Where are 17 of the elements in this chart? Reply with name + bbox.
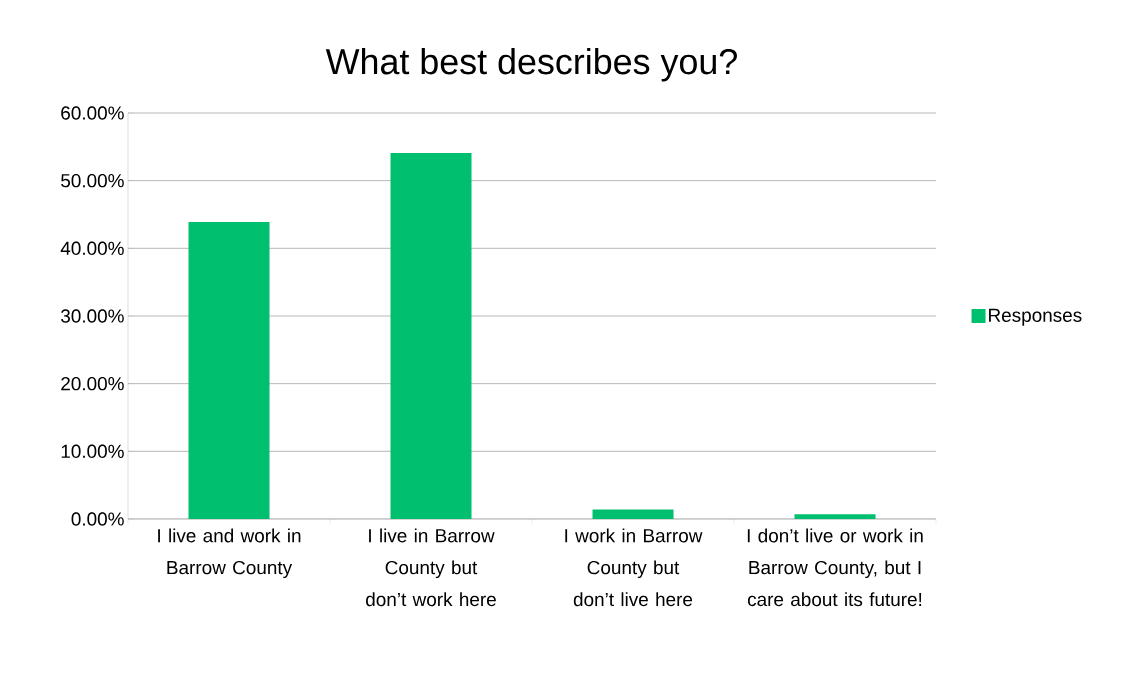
y-tick-label: 50.00% <box>61 173 124 188</box>
y-tick-label: 10.00% <box>61 444 124 459</box>
y-tick-label: 40.00% <box>60 241 124 256</box>
x-tick-label: I live and work in Barrow County <box>158 528 301 579</box>
legend-label: Responses <box>989 308 1082 326</box>
x-tick-label: I work in Barrow County but don’t live here <box>565 528 703 607</box>
chart-title: What best describes you? <box>325 48 737 82</box>
bar <box>188 221 270 519</box>
x-tick-label: I live in Barrow County but don’t work here <box>366 528 496 607</box>
y-tick-label: 30.00% <box>61 309 124 323</box>
bar <box>390 152 472 519</box>
y-tick-label: 60.00% <box>61 106 124 120</box>
y-tick-label: 0.00% <box>71 512 124 526</box>
y-tick-label: 20.00% <box>61 376 124 391</box>
bar <box>794 514 876 519</box>
x-tick-label: I don’t live or work in Barrow County, but I care about its future! <box>747 528 923 607</box>
bar <box>592 509 674 519</box>
